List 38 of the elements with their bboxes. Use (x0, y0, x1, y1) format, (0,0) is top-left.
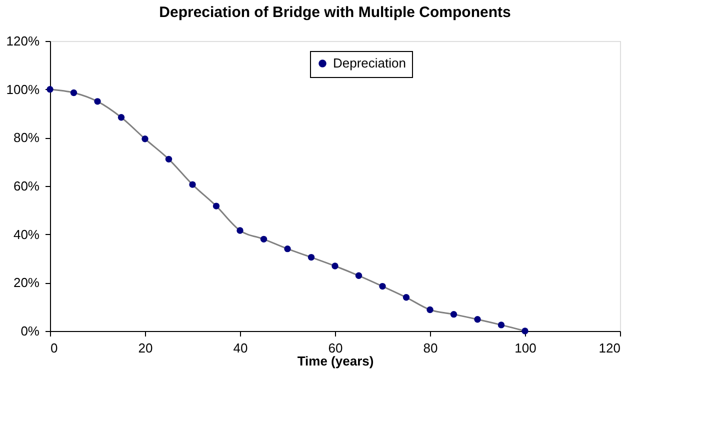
point (426, 306, 434, 314)
point (46, 86, 54, 93)
y-tick-label: 120% (6, 34, 40, 48)
point (94, 98, 101, 105)
point (522, 328, 528, 334)
y-tick-label: 20% (13, 275, 40, 290)
y-tick-label: 0% (20, 324, 40, 338)
point (474, 316, 481, 323)
y-tick-label: 60% (13, 178, 40, 194)
point (189, 181, 196, 188)
point (260, 236, 268, 243)
point (498, 322, 505, 328)
point (142, 136, 148, 142)
point (332, 262, 338, 270)
x-tick-label: 20 (138, 340, 153, 356)
point (236, 227, 244, 234)
x-tick-label: 80 (423, 340, 438, 356)
y-tick-label: 80% (13, 130, 40, 146)
x-tick-label: 0 (50, 340, 58, 356)
x-tick-label: 60 (328, 340, 343, 356)
point (212, 202, 220, 210)
point (165, 156, 172, 163)
chart-title: Depreciation of Bridge with Multiple Components (159, 4, 511, 21)
point (70, 89, 78, 96)
point (118, 114, 125, 121)
legend-label: Depreciation (333, 56, 406, 70)
x-tick-label: 40 (233, 340, 248, 356)
point (284, 245, 291, 252)
y-tick-label: 40% (13, 226, 40, 242)
x-tick-label: 120 (598, 340, 620, 356)
point (450, 310, 458, 318)
point (379, 282, 386, 290)
point (402, 294, 410, 301)
x-axis-title: Time (years) (297, 354, 374, 368)
x-tick-label: 100 (514, 340, 536, 356)
point (355, 272, 362, 280)
point (308, 254, 315, 261)
y-tick-label: 100% (6, 82, 40, 97)
